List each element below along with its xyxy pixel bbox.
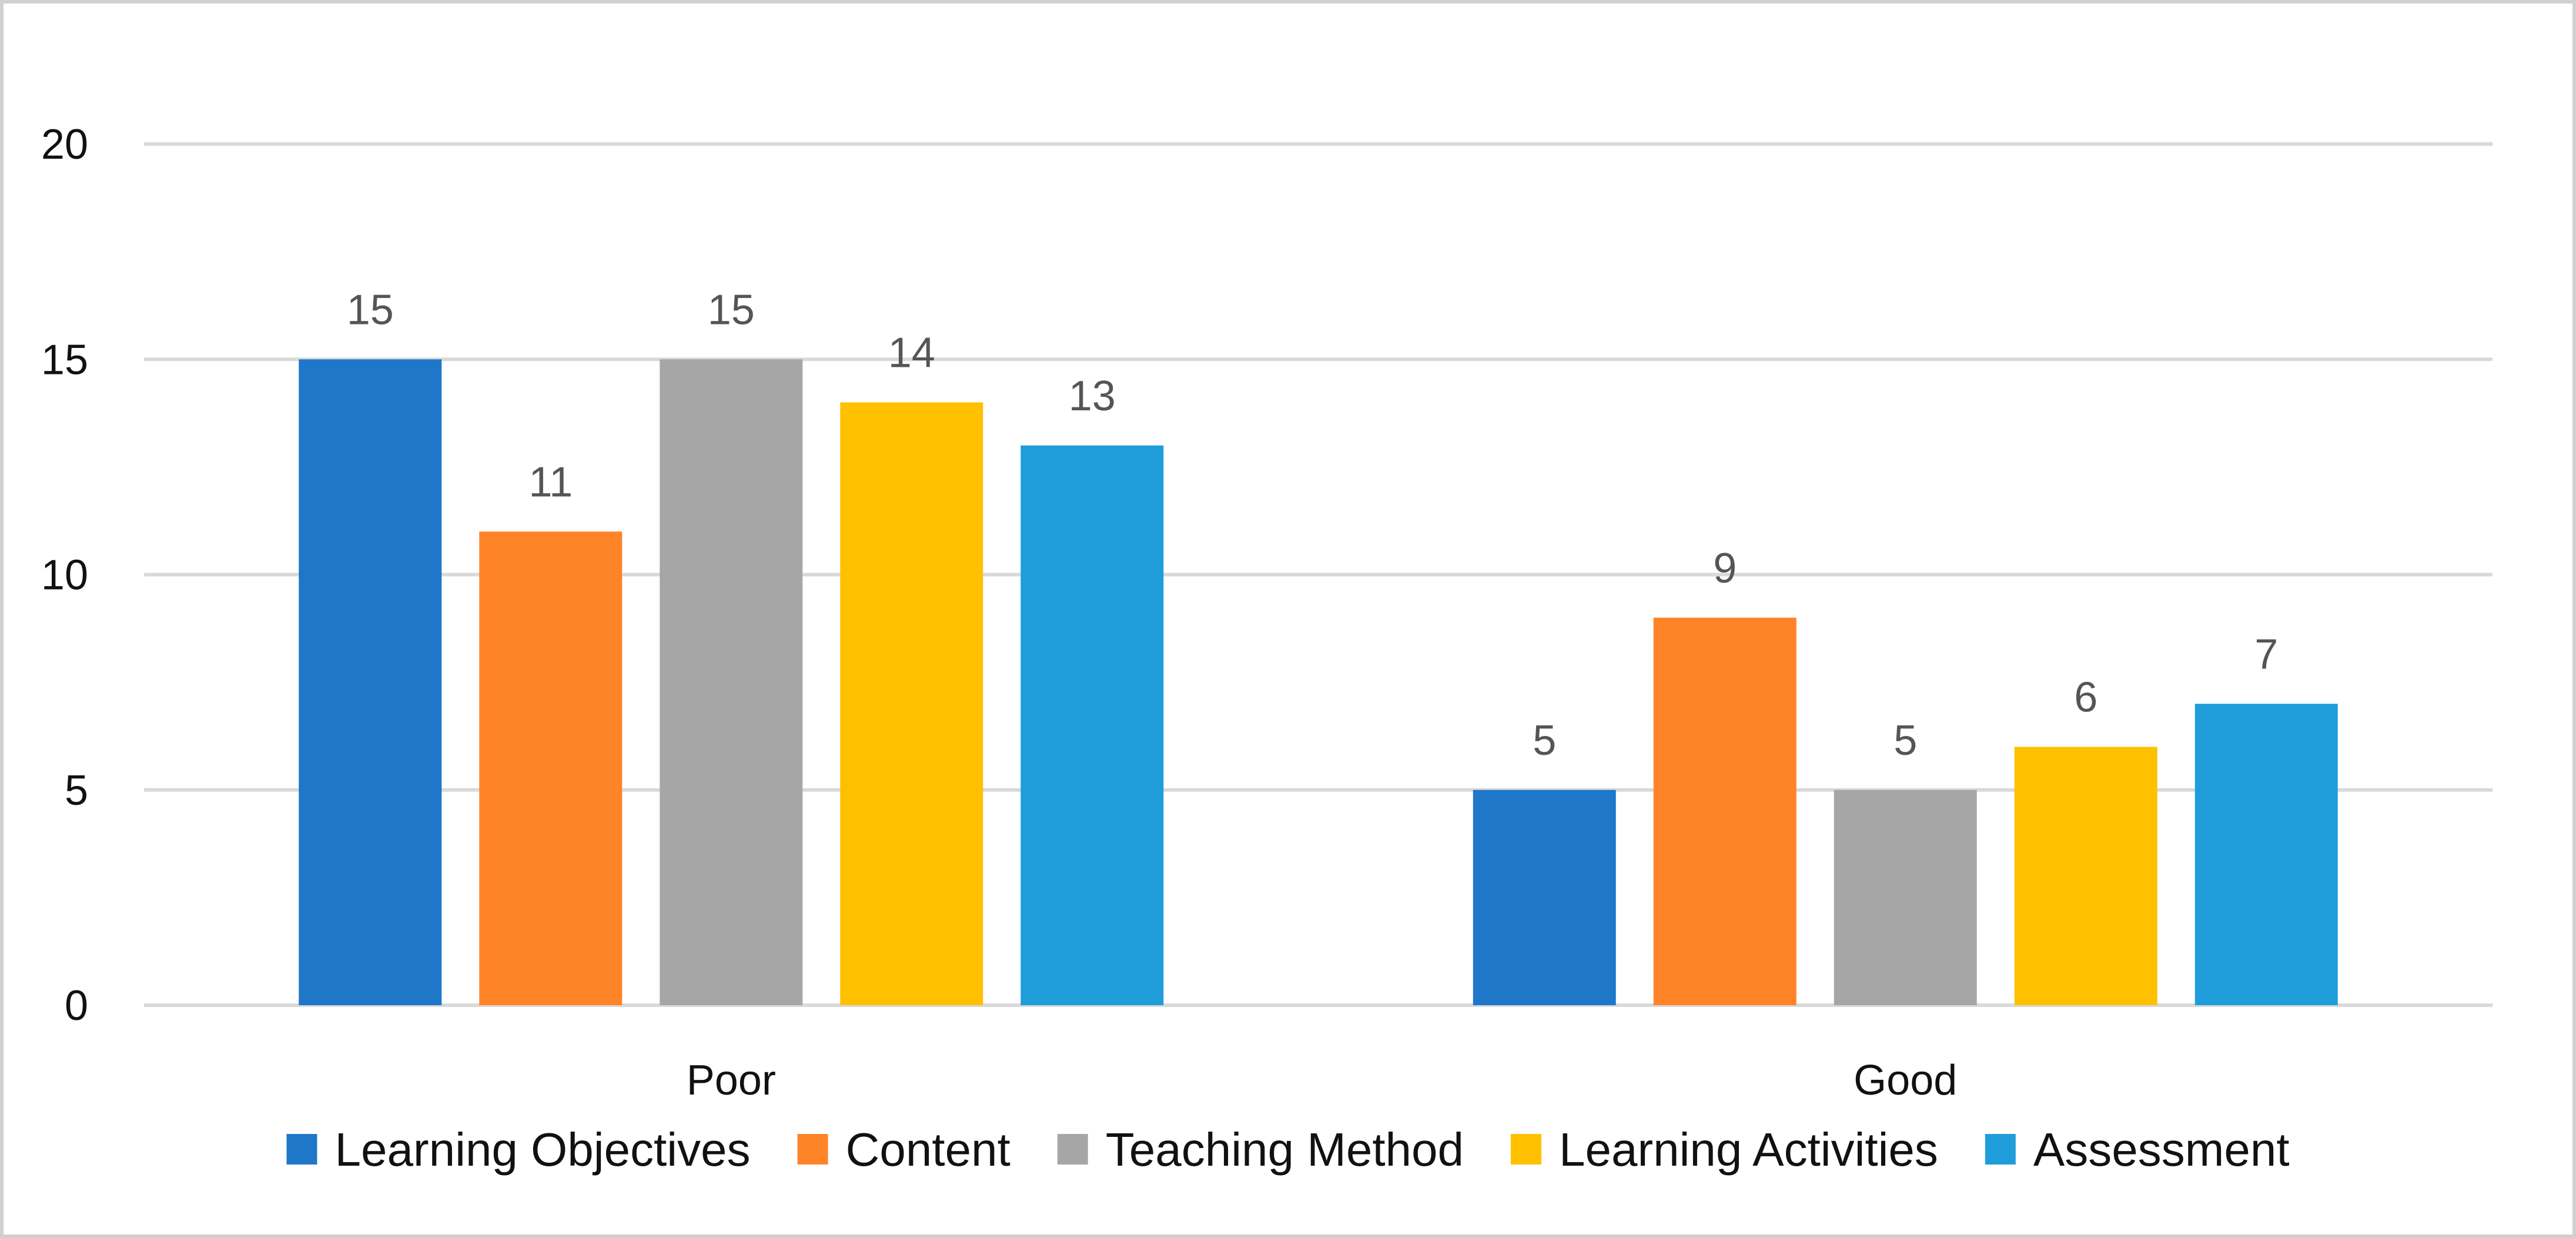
data-label: 7 <box>2254 631 2278 678</box>
legend-item-assessment: Assessment <box>1985 1123 2290 1176</box>
data-label: 15 <box>347 286 394 333</box>
bar-good-content <box>1653 617 1796 1005</box>
legend-swatch <box>1985 1134 2016 1165</box>
bars <box>299 359 2338 1005</box>
legend-item-learning-objectives: Learning Objectives <box>286 1123 751 1176</box>
legend-label: Teaching Method <box>1106 1123 1464 1176</box>
data-label: 6 <box>2074 674 2097 721</box>
data-label: 9 <box>1713 545 1737 592</box>
bar-good-assessment <box>2194 704 2338 1005</box>
category-label-good: Good <box>1854 1057 1957 1104</box>
legend-swatch <box>286 1134 317 1165</box>
y-tick-label: 5 <box>65 767 88 814</box>
bar-poor-learning-activities <box>840 402 983 1005</box>
legend-swatch <box>797 1134 828 1165</box>
legend: Learning Objectives Content Teaching Metho… <box>286 1123 2290 1176</box>
bar-poor-teaching-method <box>660 359 803 1005</box>
category-label-poor: Poor <box>687 1057 776 1104</box>
bar-good-teaching-method <box>1834 789 1977 1005</box>
data-label: 14 <box>888 330 935 377</box>
y-tick-label: 15 <box>41 336 88 383</box>
legend-item-content: Content <box>797 1123 1011 1176</box>
y-tick-label: 0 <box>65 982 88 1029</box>
legend-label: Content <box>846 1123 1011 1176</box>
legend-swatch <box>1057 1134 1088 1165</box>
data-label: 13 <box>1069 373 1116 420</box>
legend-item-learning-activities: Learning Activities <box>1511 1123 1938 1176</box>
bar-poor-assessment <box>1021 445 1164 1005</box>
bar-good-learning-activities <box>2014 747 2157 1005</box>
data-labels: 15 11 15 14 13 5 9 5 6 7 <box>347 286 2279 764</box>
data-label: 11 <box>528 459 573 506</box>
legend-swatch <box>1511 1134 1542 1165</box>
bar-poor-content <box>479 531 623 1005</box>
bar-poor-learning-objectives <box>299 359 442 1005</box>
bar-good-learning-objectives <box>1473 789 1616 1005</box>
y-tick-label: 20 <box>41 121 88 168</box>
legend-label: Learning Objectives <box>334 1123 750 1176</box>
legend-label: Assessment <box>2033 1123 2290 1176</box>
data-label: 15 <box>708 286 755 333</box>
data-label: 5 <box>1533 717 1556 764</box>
y-tick-label: 10 <box>41 552 88 599</box>
legend-item-teaching-method: Teaching Method <box>1057 1123 1464 1176</box>
x-axis-categories: Poor Good <box>687 1057 1958 1104</box>
data-label: 5 <box>1893 717 1917 764</box>
legend-label: Learning Activities <box>1559 1123 1938 1176</box>
y-axis-ticks: 0 5 10 15 20 <box>41 121 88 1029</box>
